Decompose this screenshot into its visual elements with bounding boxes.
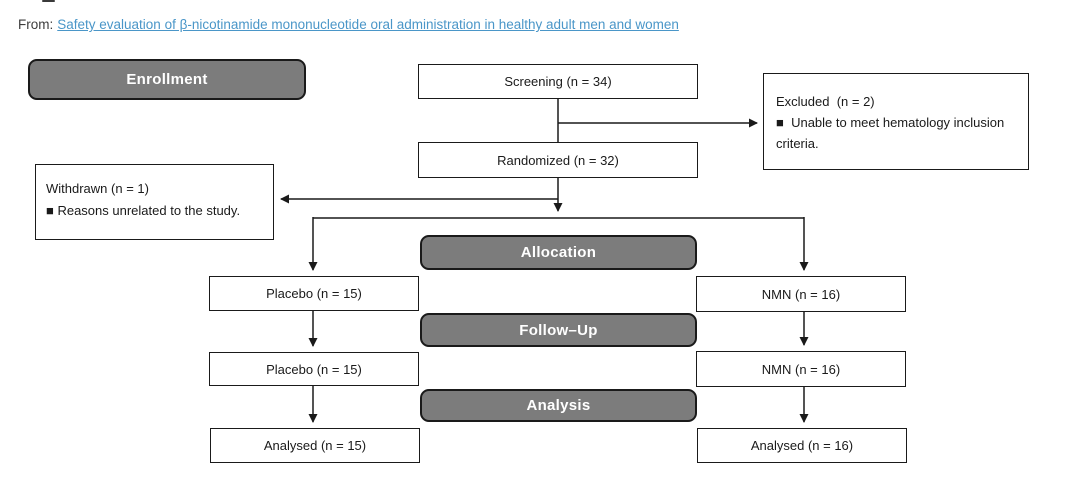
box-analysed-nmn: Analysed (n = 16) xyxy=(697,428,907,463)
figure-source-line: From: Safety evaluation of β-nicotinamide… xyxy=(18,17,679,32)
box-placebo-followup: Placebo (n = 15) xyxy=(209,352,419,386)
article-title-link[interactable]: Safety evaluation of β-nicotinamide mono… xyxy=(57,17,679,32)
withdrawn-title: Withdrawn (n = 1) xyxy=(46,181,149,196)
excluded-title: Excluded (n = 2) xyxy=(776,94,875,109)
box-analysed-placebo: Analysed (n = 15) xyxy=(210,428,420,463)
box-excluded: Excluded (n = 2) ■ Unable to meet hemato… xyxy=(763,73,1029,170)
box-randomized: Randomized (n = 32) xyxy=(418,142,698,178)
excluded-reason: ■ Unable to meet hematology inclusion cr… xyxy=(776,115,1008,151)
box-placebo-allocation: Placebo (n = 15) xyxy=(209,276,419,311)
box-nmn-allocation: NMN (n = 16) xyxy=(696,276,906,312)
box-screening: Screening (n = 34) xyxy=(418,64,698,99)
stage-follow-up: Follow–Up xyxy=(420,313,697,347)
box-withdrawn: Withdrawn (n = 1) ■ Reasons unrelated to… xyxy=(35,164,274,240)
withdrawn-reason: ■ Reasons unrelated to the study. xyxy=(46,203,241,218)
clipped-text-artifact xyxy=(42,0,55,2)
stage-enrollment: Enrollment xyxy=(28,59,306,100)
box-nmn-followup: NMN (n = 16) xyxy=(696,351,906,387)
source-prefix: From: xyxy=(18,17,54,32)
stage-allocation: Allocation xyxy=(420,235,697,270)
stage-analysis: Analysis xyxy=(420,389,697,422)
